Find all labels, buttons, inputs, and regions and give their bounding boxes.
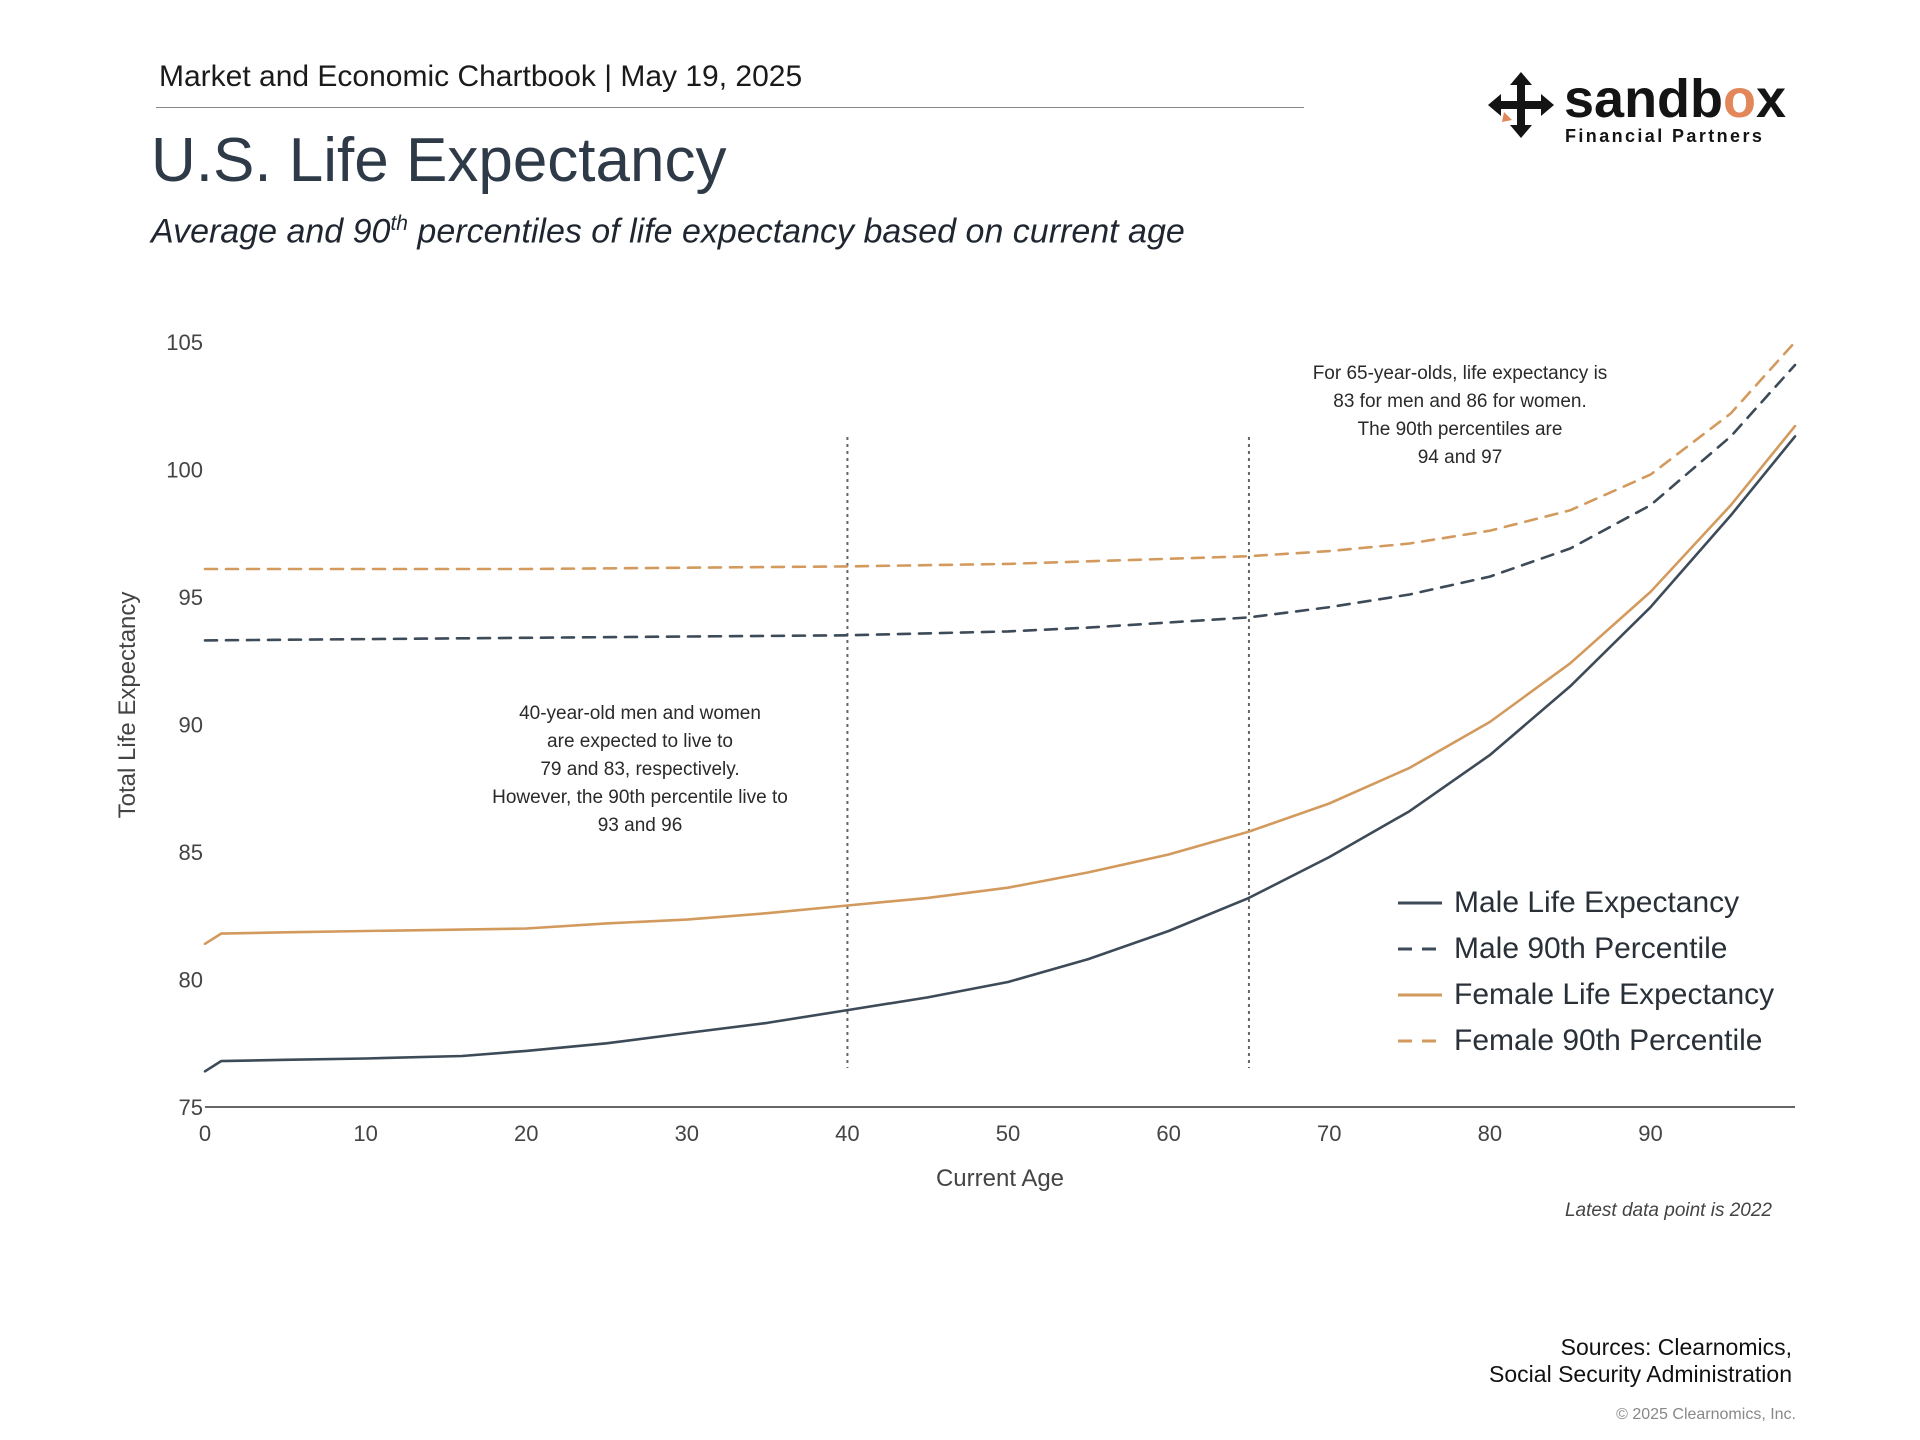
x-tick-label: 70 [1317,1121,1341,1146]
y-tick-label: 100 [166,458,203,483]
legend-swatch-female-life [1398,993,1442,997]
y-tick-label: 105 [166,330,203,355]
y-axis-label: Total Life Expectancy [114,592,141,819]
latest-data-note: Latest data point is 2022 [1564,1200,1772,1221]
sources-note: Sources: Clearnomics, Social Security Ad… [1489,1334,1792,1387]
series-line-female-90th-percentile [203,340,1797,571]
y-tick-label: 90 [179,713,203,738]
x-tick-label: 80 [1478,1121,1502,1146]
legend-swatch-female-90th [1398,1039,1442,1043]
legend-item-male-life: Male Life Expectancy [1398,880,1774,926]
x-tick-label: 50 [996,1121,1020,1146]
page-subtitle: Average and 90th percentiles of life exp… [151,212,1185,251]
y-tick-label: 85 [179,840,203,865]
arrows-cross-icon [1488,72,1554,138]
legend-label: Female Life Expectancy [1454,978,1775,1011]
legend-label: Male Life Expectancy [1454,886,1740,919]
header-divider [156,107,1304,108]
y-tick-label: 75 [179,1095,203,1120]
legend-label: Female 90th Percentile [1454,1024,1763,1057]
x-tick-label: 10 [353,1121,377,1146]
annotation-age-65: For 65-year-olds, life expectancy is 83 … [1312,363,1608,468]
legend-label: Male 90th Percentile [1454,932,1728,965]
annotation-age-40: 40-year-old men and women are expected t… [492,703,788,836]
legend-item-female-life: Female Life Expectancy [1398,972,1774,1018]
x-tick-label: 40 [835,1121,859,1146]
legend-item-male-90th: Male 90th Percentile [1398,926,1774,972]
sandbox-logo: sandbox Financial Partners [1488,69,1786,154]
y-tick-label: 80 [179,968,203,993]
copyright: © 2025 Clearnomics, Inc. [1616,1406,1796,1423]
logo-subtitle: Financial Partners [1565,126,1765,146]
page-title: U.S. Life Expectancy [151,126,727,195]
chart-legend: Male Life Expectancy Male 90th Percentil… [1398,880,1774,1064]
x-tick-label: 0 [199,1121,211,1146]
legend-item-female-90th: Female 90th Percentile [1398,1018,1774,1064]
x-axis-label: Current Age [936,1165,1064,1192]
series-line-male-90th-percentile [203,363,1797,642]
legend-swatch-male-90th [1398,947,1442,951]
x-tick-label: 30 [675,1121,699,1146]
series-line-female-life-expectancy [203,424,1797,946]
legend-swatch-male-life [1398,901,1442,905]
x-tick-label: 90 [1638,1121,1662,1146]
subtitle-pre: Average and 90 [151,212,391,251]
chartbook-header: Market and Economic Chartbook | May 19, … [159,60,803,93]
subtitle-sup: th [390,212,408,235]
logo-wordmark: sandbox [1564,69,1787,129]
y-tick-label: 95 [179,585,203,610]
series-line-male-life-expectancy [203,435,1797,1073]
subtitle-post: percentiles of life expectancy based on … [407,212,1185,251]
x-tick-label: 20 [514,1121,538,1146]
x-tick-label: 60 [1156,1121,1180,1146]
